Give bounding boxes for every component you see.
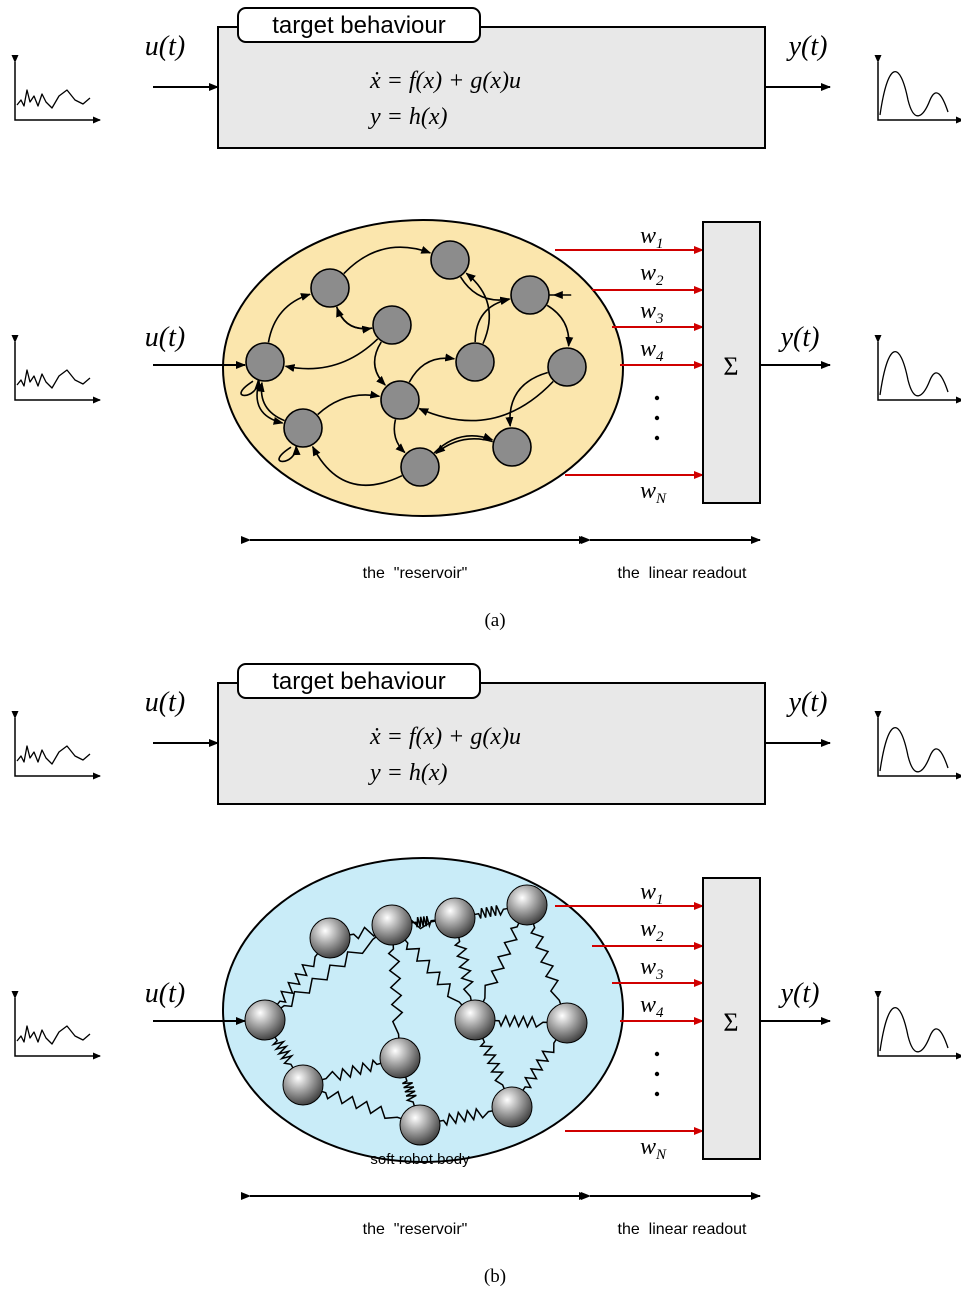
weight-index: 1 [656,892,664,908]
weight-symbol: w [640,992,656,1018]
sum-symbol: Σ [723,352,738,381]
output-signal [880,1008,948,1052]
ellipsis-dot [655,436,659,440]
ellipsis-dot [655,416,659,420]
weight-label: w3 [640,954,664,983]
weight-symbol: w [640,916,656,942]
weight-label: w3 [640,298,664,327]
ellipsis-dot [655,1072,659,1076]
equation: ẋ = f(x) + g(x)u [369,68,521,94]
weight-label: wN [640,478,667,507]
weight-label: wN [640,1134,667,1163]
node [435,898,475,938]
node [373,306,411,344]
ellipsis-dot [655,1092,659,1096]
node [246,343,284,381]
readout-label: the linear readout [618,1221,748,1238]
output-label: y(t) [786,687,828,718]
weight-index: N [655,491,667,507]
weight-index: 2 [656,273,664,289]
output-label: y(t) [778,978,820,1009]
readout-label: the linear readout [618,565,748,582]
input-label: u(t) [145,687,185,718]
node [284,409,322,447]
reservoir-label: the "reservoir" [363,1221,468,1238]
figure: target behaviour ẋ = f(x) + g(x)u y = h(x)… [0,0,961,1289]
node [380,1038,420,1078]
sum-symbol: Σ [723,1008,738,1037]
weight-label: w1 [640,879,664,908]
node [381,381,419,419]
weight-index: 2 [656,929,664,945]
node [456,343,494,381]
node [245,1000,285,1040]
output-signal [880,728,948,772]
weight-symbol: w [640,1134,656,1160]
equation: ẋ = f(x) + g(x)u [369,724,521,750]
output-label: y(t) [778,322,820,353]
weight-label: w2 [640,260,664,289]
target-label: target behaviour [272,12,445,39]
signal-axes [878,342,961,400]
weight-label: w4 [640,336,664,365]
weight-index: 3 [655,311,664,327]
weight-symbol: w [640,336,656,362]
input-label: u(t) [145,31,185,62]
weight-symbol: w [640,478,656,504]
weight-label: w2 [640,916,664,945]
weight-index: 1 [656,236,664,252]
node [547,1003,587,1043]
ellipsis-dot [655,396,659,400]
input-label: u(t) [145,322,185,353]
node [431,241,469,279]
node [372,905,412,945]
node [401,448,439,486]
node [507,885,547,925]
output-label: y(t) [786,31,828,62]
weight-symbol: w [640,879,656,905]
target-label: target behaviour [272,668,445,695]
output-signal [880,72,948,116]
weight-symbol: w [640,954,656,980]
node [493,428,531,466]
weight-index: 4 [656,349,664,365]
equation: y = h(x) [368,104,447,130]
input-signal [17,90,90,108]
node [548,348,586,386]
weight-index: N [655,1147,667,1163]
weight-label: w1 [640,223,664,252]
weight-symbol: w [640,298,656,324]
node [310,918,350,958]
body-label: soft robot body [370,1151,470,1168]
ellipsis-dot [655,1052,659,1056]
node [283,1065,323,1105]
weight-label: w4 [640,992,664,1021]
input-signal [17,746,90,764]
weight-symbol: w [640,223,656,249]
signal-axes [878,62,961,120]
caption: (a) [484,610,505,631]
node [455,1000,495,1040]
output-signal [880,352,948,396]
caption: (b) [484,1266,506,1287]
input-label: u(t) [145,978,185,1009]
node [311,269,349,307]
signal-axes [878,998,961,1056]
weight-symbol: w [640,260,656,286]
equation: y = h(x) [368,760,447,786]
signal-axes [878,718,961,776]
input-signal [17,1026,90,1044]
reservoir-label: the "reservoir" [363,565,468,582]
weight-index: 4 [656,1005,664,1021]
node [492,1087,532,1127]
input-signal [17,370,90,388]
node [400,1105,440,1145]
node [511,276,549,314]
weight-index: 3 [655,967,664,983]
